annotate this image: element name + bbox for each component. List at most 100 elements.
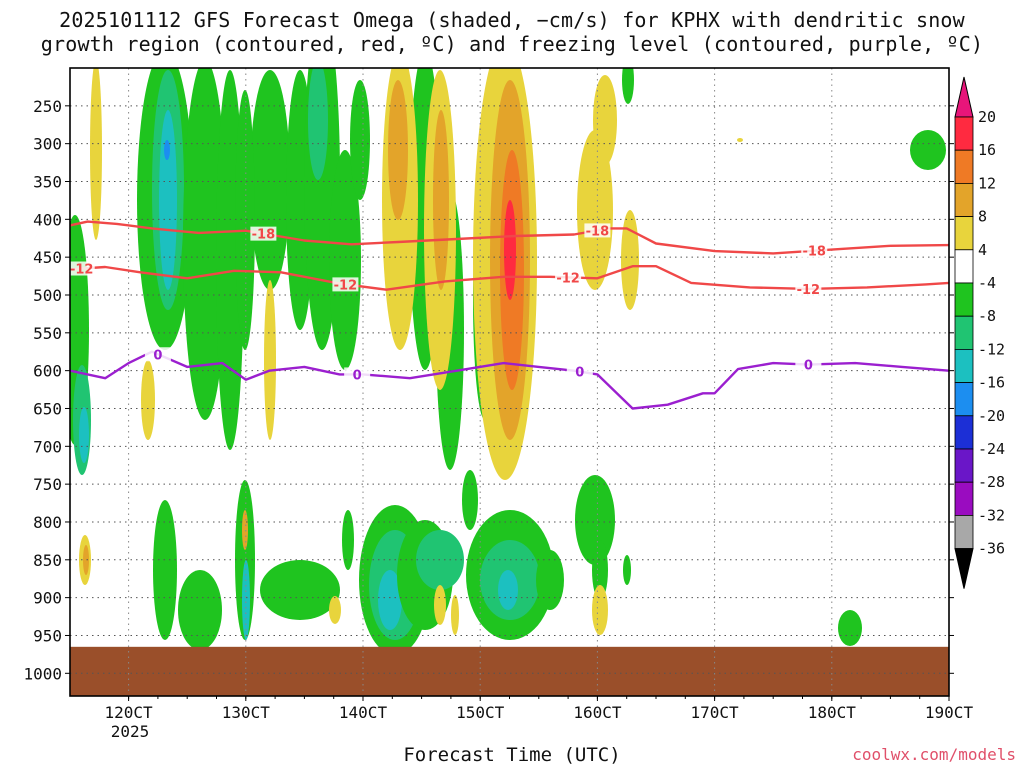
y-tick-label: 700 [33,437,62,456]
contour-label-bg [795,357,822,372]
x-year-label: 2025 [111,722,150,741]
y-tick-label: 550 [33,324,62,343]
x-tick-label: 170CT [691,703,740,722]
y-axis: 250 300 350 400 450 500 550 600 650 700 750 800 850 9… [23,97,954,683]
omega-shade-region [621,210,639,310]
colorbar-label: -36 [978,540,1005,558]
y-tick-label: 800 [33,513,62,532]
contour-label-bg [68,261,95,276]
x-tick-label: 160CT [573,703,622,722]
omega-shade-region [235,90,255,350]
omega-shade-region [250,70,290,290]
colorbar-label: -16 [978,374,1005,392]
omega-shade-region [183,68,227,420]
omega-shade-region [90,68,102,240]
colorbar-label: 8 [978,208,987,226]
omega-shade-region [260,560,340,620]
omega-shade-region [416,530,464,590]
omega-shade-region [623,555,631,585]
y-tick-label: 600 [33,362,62,381]
omega-shade-region [264,280,276,440]
contour-label-bg [144,347,171,362]
colorbar-segment [954,448,974,483]
colorbar-segment [954,182,974,217]
x-tick-label: 130CT [222,703,271,722]
omega-shade-region [329,596,341,624]
x-tick-label: 140CT [339,703,388,722]
omega-shading [70,68,946,655]
contour-label: -12 [70,263,94,278]
omega-shade-region [178,570,222,650]
omega-shade-region [159,110,177,290]
contour-line [70,350,949,410]
colorbar-label: -28 [978,473,1005,491]
omega-shade-region [164,140,170,160]
omega-shade-region [79,407,89,463]
colorbar-label: 16 [978,141,996,159]
title-line-1: 2025101112 GFS Forecast Omega (shaded, −… [59,8,965,32]
colorbar-label: 4 [978,241,987,259]
colorbar-segment [954,282,974,317]
omega-shade-region [434,585,446,625]
colorbar-label: -24 [978,440,1005,458]
omega-shade-region [378,570,402,630]
omega-shade-region [593,75,617,165]
contour-label: -12 [556,271,580,286]
contour-label-bg [566,364,593,379]
contour-label: 0 [575,366,584,381]
omega-shade-region [329,150,361,370]
colorbar-segment [954,382,974,417]
contour-label: 0 [153,348,162,363]
colorbar-segment [954,415,974,450]
site-credit: coolwx.com/models [852,745,1016,764]
colorbar-segment [954,216,974,251]
contour-labels: -18 -18 -18 -12 -12 -12 -12 0 0 0 0 [68,223,828,383]
y-tick-label: 350 [33,172,62,191]
y-tick-label: 950 [33,626,62,645]
x-tick-label: 120CT [105,703,154,722]
contour-label-bg [555,270,582,285]
contour-label-bg [801,243,828,258]
omega-shade-region [83,545,89,575]
colorbar-segment [954,515,974,550]
y-tick-label: 650 [33,399,62,418]
omega-shade-region [462,470,478,530]
contour-label: -18 [252,228,276,243]
y-tick-label: 750 [33,475,62,494]
colorbar-label: -12 [978,340,1005,358]
omega-shade-region [153,500,177,640]
contour-label-bg [584,223,611,238]
contour-label: 0 [353,368,362,383]
x-axis-title: Forecast Time (UTC) [403,744,621,766]
contour-label: 0 [804,359,813,374]
x-tick-label: 180CT [808,703,857,722]
colorbar-segment [954,149,974,184]
colorbar-top-arrow [954,76,974,118]
colorbar-segment [954,481,974,516]
colorbar-label: 12 [978,174,996,192]
omega-shade-region [577,130,613,290]
contour-label: -18 [802,245,826,260]
omega-shade-region [536,550,564,610]
contour-line [70,220,949,255]
omega-shade-region [433,110,449,290]
chart-title: 2025101112 GFS Forecast Omega (shaded, −… [0,8,1024,56]
x-tick-label: 150CT [456,703,505,722]
y-tick-label: 500 [33,286,62,305]
y-tick-label: 250 [33,97,62,116]
colorbar-label: -4 [978,274,996,292]
ground-below-surface [70,646,949,696]
contour-label: -12 [334,278,358,293]
omega-shade-region [592,540,608,600]
colorbar-segment [954,249,974,284]
contour-label-bg [795,281,822,296]
omega-shade-region [498,570,518,610]
y-tick-label: 900 [33,589,62,608]
colorbar-label: 20 [978,108,996,126]
colorbar-segment [954,315,974,350]
omega-shade-region [451,595,459,635]
colorbar-label: -20 [978,407,1005,425]
omega-shade-region [504,200,516,300]
colorbar-label: -8 [978,307,996,325]
